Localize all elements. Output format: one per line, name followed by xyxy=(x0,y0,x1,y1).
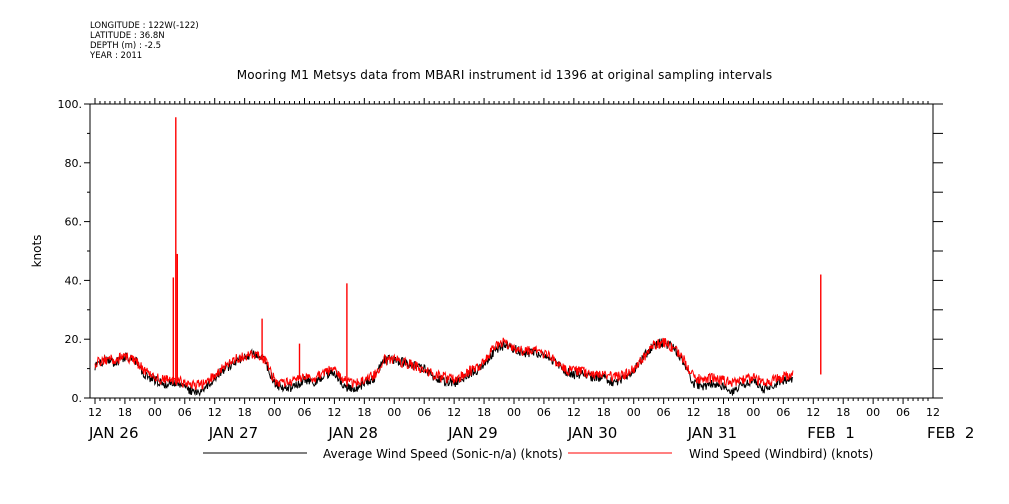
x-hour-tick-label: 06 xyxy=(178,406,192,419)
x-hour-tick-label: 06 xyxy=(776,406,790,419)
x-hour-tick-label: 00 xyxy=(866,406,880,419)
y-tick-label: 100. xyxy=(58,98,83,111)
x-date-label: JAN 30 xyxy=(567,424,618,442)
x-hour-tick-label: 12 xyxy=(327,406,341,419)
y-axis-label: knots xyxy=(30,235,44,268)
x-date-label: FEB 1 xyxy=(807,424,854,442)
x-hour-tick-label: 18 xyxy=(118,406,132,419)
depth-text: DEPTH (m) : -2.5 xyxy=(90,41,162,51)
x-hour-tick-label: 18 xyxy=(238,406,252,419)
x-hour-tick-label: 18 xyxy=(716,406,730,419)
x-hour-tick-label: 12 xyxy=(806,406,820,419)
x-hour-tick-label: 06 xyxy=(896,406,910,419)
latitude-text: LATITUDE : 36.8N xyxy=(90,31,165,41)
x-hour-tick-label: 12 xyxy=(208,406,222,419)
metadata-block: LONGITUDE : 122W(-122) LATITUDE : 36.8N … xyxy=(90,21,199,61)
x-hour-tick-label: 12 xyxy=(88,406,102,419)
x-hour-tick-label: 12 xyxy=(687,406,701,419)
y-tick-label: 40. xyxy=(65,274,83,287)
x-hour-tick-label: 12 xyxy=(567,406,581,419)
y-tick-label: 60. xyxy=(65,216,83,229)
x-hour-tick-label: 00 xyxy=(148,406,162,419)
x-date-label: JAN 26 xyxy=(88,424,138,442)
y-tick-label: 20. xyxy=(65,333,83,346)
x-hour-tick-label: 00 xyxy=(268,406,282,419)
x-date-label: FEB 2 xyxy=(927,424,974,442)
x-hour-tick-label: 00 xyxy=(507,406,521,419)
x-hour-tick-label: 18 xyxy=(597,406,611,419)
x-hour-tick-label: 06 xyxy=(417,406,431,419)
x-hour-tick-label: 18 xyxy=(477,406,491,419)
x-date-label: JAN 31 xyxy=(687,424,738,442)
x-hour-tick-label: 00 xyxy=(627,406,641,419)
x-hour-tick-label: 18 xyxy=(357,406,371,419)
x-hour-tick-label: 06 xyxy=(537,406,551,419)
plot-frame xyxy=(89,103,934,399)
x-hour-tick-label: 06 xyxy=(297,406,311,419)
x-hour-tick-label: 00 xyxy=(387,406,401,419)
series-line-1 xyxy=(94,337,794,391)
x-hour-tick-label: 12 xyxy=(447,406,461,419)
x-hour-tick-label: 12 xyxy=(926,406,940,419)
chart-title: Mooring M1 Metsys data from MBARI instru… xyxy=(236,68,773,82)
series-line-0 xyxy=(94,338,794,397)
x-hour-tick-label: 00 xyxy=(746,406,760,419)
x-date-label: JAN 29 xyxy=(447,424,498,442)
chart-axes: 0. 20. 40. 60. 80. 100. knots 12 18 00 06 12 18 00 06 1… xyxy=(30,98,974,442)
x-date-label: JAN 28 xyxy=(327,424,378,442)
x-date-label: JAN 27 xyxy=(208,424,259,442)
series-windbird-wind-speed xyxy=(94,117,822,391)
x-hour-tick-label: 18 xyxy=(836,406,850,419)
legend-label-windbird: Wind Speed (Windbird) (knots) xyxy=(689,447,873,461)
legend-label-average: Average Wind Speed (Sonic-n/a) (knots) xyxy=(323,447,563,461)
x-hour-tick-label: 06 xyxy=(657,406,671,419)
year-text: YEAR : 2011 xyxy=(90,51,143,61)
series-average-wind-speed xyxy=(94,338,794,397)
chart-legend: Average Wind Speed (Sonic-n/a) (knots) Wi… xyxy=(203,447,873,461)
y-tick-label: 80. xyxy=(65,157,83,170)
y-tick-label: 0. xyxy=(72,392,83,405)
longitude-text: LONGITUDE : 122W(-122) xyxy=(90,21,199,31)
